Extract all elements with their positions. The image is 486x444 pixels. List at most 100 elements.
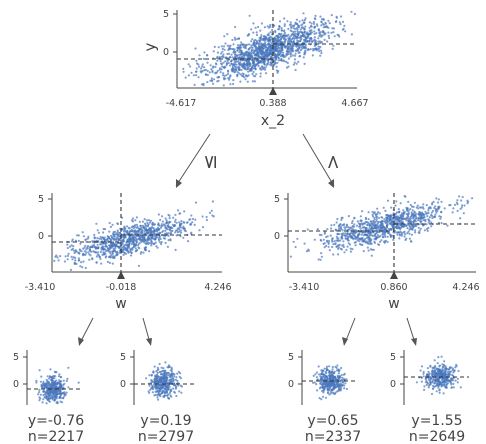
scatter-point xyxy=(254,49,257,53)
scatter-point xyxy=(350,10,353,13)
scatter-point xyxy=(63,260,66,263)
scatter-point xyxy=(197,76,200,79)
scatter-point xyxy=(422,216,425,219)
scatter-point xyxy=(238,62,241,65)
scatter-point xyxy=(281,54,284,57)
scatter-point xyxy=(270,47,273,50)
scatter-point xyxy=(409,208,412,211)
scatter-point xyxy=(461,204,464,207)
scatter-point xyxy=(111,262,114,265)
scatter-point xyxy=(174,218,177,221)
scatter-point xyxy=(440,383,443,386)
scatter-point xyxy=(456,381,459,384)
scatter-point xyxy=(285,34,288,37)
scatter-point xyxy=(113,249,116,252)
scatter-point xyxy=(459,217,462,220)
scatter-point xyxy=(254,75,257,78)
scatter-point xyxy=(376,224,379,227)
scatter-point xyxy=(175,394,178,398)
scatter-point xyxy=(332,391,335,394)
scatter-point xyxy=(41,382,44,385)
scatter-point xyxy=(46,375,49,378)
scatter-point xyxy=(84,244,87,247)
scatter-point xyxy=(253,54,256,57)
scatter-point xyxy=(396,215,399,218)
scatter-point xyxy=(336,239,339,242)
scatter-point xyxy=(275,45,278,48)
scatter-point xyxy=(349,232,352,235)
scatter-point xyxy=(298,30,302,33)
scatter-point xyxy=(430,225,433,228)
root-x-tick-split: 0.388 xyxy=(259,98,286,109)
right-node-y-tick-0: 0 xyxy=(274,231,280,242)
scatter-point xyxy=(155,232,158,235)
scatter-point xyxy=(47,391,50,395)
scatter-point xyxy=(374,213,377,216)
scatter-point xyxy=(153,233,156,236)
scatter-point xyxy=(172,225,176,228)
scatter-point xyxy=(182,236,185,239)
scatter-point xyxy=(351,228,354,231)
scatter-point xyxy=(442,377,445,380)
scatter-point xyxy=(191,217,195,221)
scatter-point xyxy=(210,79,213,82)
scatter-point xyxy=(247,74,250,77)
scatter-point xyxy=(317,258,320,261)
leaf-1-y-tick-0: 0 xyxy=(13,379,19,390)
scatter-point xyxy=(302,12,305,15)
scatter-point xyxy=(270,56,273,59)
scatter-point xyxy=(390,206,393,209)
scatter-point xyxy=(278,28,281,31)
scatter-point xyxy=(167,239,170,242)
scatter-point xyxy=(224,56,228,59)
scatter-point xyxy=(318,397,321,400)
scatter-point xyxy=(267,32,270,35)
scatter-point xyxy=(254,26,257,29)
scatter-point xyxy=(178,390,181,393)
scatter-point xyxy=(146,242,149,245)
scatter-point xyxy=(294,27,297,30)
scatter-point xyxy=(131,234,134,237)
root-y-tick-0: 0 xyxy=(163,47,169,58)
scatter-point xyxy=(341,20,345,23)
scatter-point xyxy=(263,53,266,56)
scatter-point xyxy=(326,387,329,390)
scatter-point xyxy=(436,362,439,365)
scatter-point xyxy=(453,370,456,373)
scatter-point xyxy=(124,235,127,238)
scatter-point xyxy=(315,31,318,35)
scatter-point xyxy=(59,375,62,378)
scatter-point xyxy=(143,218,146,221)
scatter-point xyxy=(266,56,269,59)
scatter-point xyxy=(80,261,83,264)
scatter-point xyxy=(122,248,125,251)
scatter-point xyxy=(276,61,279,64)
scatter-point xyxy=(398,217,401,220)
scatter-point xyxy=(174,213,177,216)
scatter-point xyxy=(316,48,319,51)
scatter-point xyxy=(253,39,256,42)
scatter-point xyxy=(325,235,328,239)
scatter-point xyxy=(373,216,376,219)
scatter-point xyxy=(303,21,306,24)
scatter-point xyxy=(389,235,392,239)
scatter-point xyxy=(305,33,309,36)
scatter-point xyxy=(155,229,158,232)
scatter-point xyxy=(318,42,321,45)
scatter-point xyxy=(116,222,119,226)
scatter-point xyxy=(254,45,258,49)
scatter-point xyxy=(257,53,260,56)
scatter-point xyxy=(157,223,160,226)
scatter-point xyxy=(225,62,228,65)
scatter-point xyxy=(385,226,389,229)
scatter-point xyxy=(108,261,111,264)
scatter-point xyxy=(81,266,84,269)
scatter-point xyxy=(410,214,413,218)
scatter-point xyxy=(178,230,181,233)
scatter-point xyxy=(330,227,333,230)
scatter-point xyxy=(166,245,169,248)
scatter-point xyxy=(274,54,277,57)
scatter-point xyxy=(212,50,215,53)
scatter-point xyxy=(143,239,146,242)
scatter-point xyxy=(238,44,241,47)
